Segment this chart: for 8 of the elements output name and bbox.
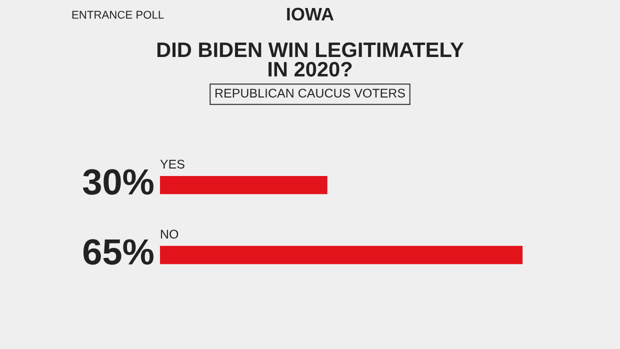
data-label: 30% bbox=[82, 169, 154, 195]
chart-subtitle: REPUBLICAN CAUCUS VOTERS bbox=[216, 88, 405, 98]
y-tick-label: NO bbox=[160, 230, 178, 239]
data-label: 65% bbox=[83, 239, 154, 265]
chart-title: DID BIDEN WIN LEGITIMATELY IN 2020? bbox=[157, 42, 464, 77]
y-tick-label: YES bbox=[160, 160, 184, 169]
text: IOWA bbox=[287, 8, 334, 21]
text: ENTRANCE POLL bbox=[72, 10, 164, 19]
